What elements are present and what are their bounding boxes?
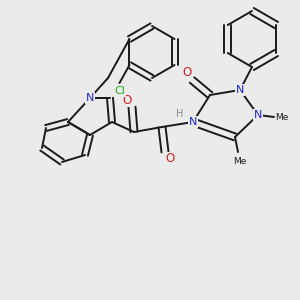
- Text: N: N: [86, 93, 94, 103]
- Text: O: O: [165, 152, 175, 166]
- Text: N: N: [254, 110, 262, 120]
- Text: N: N: [189, 117, 197, 127]
- Text: O: O: [122, 94, 132, 106]
- Text: N: N: [236, 85, 244, 95]
- Text: O: O: [182, 67, 192, 80]
- Text: Me: Me: [275, 112, 289, 122]
- Text: H: H: [176, 109, 184, 119]
- Text: Me: Me: [233, 157, 247, 166]
- Text: Cl: Cl: [114, 86, 125, 96]
